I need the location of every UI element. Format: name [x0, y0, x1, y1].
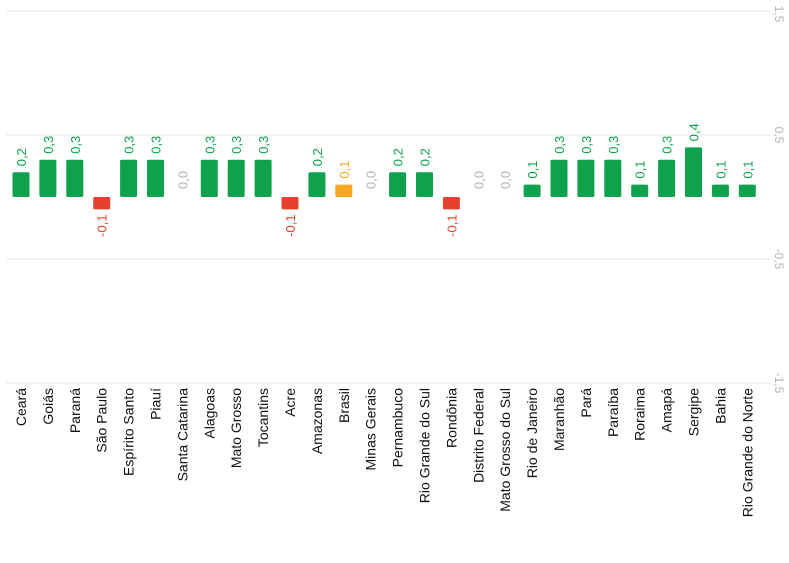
bar: [416, 172, 433, 197]
data-label: 0,3: [256, 136, 271, 154]
bar: [254, 159, 272, 197]
category-label: Rio de Janeiro: [524, 388, 540, 478]
bar: [12, 172, 30, 197]
data-label: -0,1: [95, 214, 110, 236]
bar: [308, 172, 326, 197]
data-label: 0,0: [364, 171, 379, 189]
category-label: Brasil: [336, 388, 352, 423]
data-label: -0,1: [444, 214, 459, 236]
gridlines: [6, 10, 770, 384]
bar: [281, 197, 299, 210]
bar: [93, 197, 111, 210]
data-label: -0,1: [283, 214, 298, 236]
category-label: Amazonas: [309, 388, 325, 454]
bar: [685, 147, 702, 197]
bar: [738, 184, 756, 197]
bar: [604, 159, 622, 197]
data-label: 0,3: [202, 136, 217, 154]
data-label: 0,1: [633, 161, 648, 179]
value-tick-label: 0,5: [772, 127, 786, 144]
category-label: Sergipe: [686, 388, 702, 436]
category-label: Mato Grosso do Sul: [497, 388, 513, 512]
category-label: Goiás: [40, 388, 56, 425]
category-label: Minas Gerais: [363, 388, 379, 470]
value-tick-label: 1,5: [772, 6, 786, 23]
data-label: 0,3: [552, 136, 567, 154]
data-label: 0,1: [337, 161, 352, 179]
category-label: Rondônia: [443, 388, 459, 448]
data-label: 0,3: [579, 136, 594, 154]
category-label: Rio Grande do Norte: [739, 388, 755, 517]
data-label: 0,3: [122, 136, 137, 154]
bar: [523, 184, 541, 197]
data-label: 0,3: [229, 136, 244, 154]
bar: [227, 159, 245, 197]
category-label: Ceará: [13, 388, 29, 426]
data-label: 0,3: [68, 136, 83, 154]
category-label: Espírito Santo: [121, 388, 137, 476]
category-label: Pernambuco: [390, 388, 406, 468]
bars: [12, 147, 756, 210]
category-label: Piauí: [148, 388, 164, 420]
data-label: 0,3: [41, 136, 56, 154]
data-label: 0,1: [713, 161, 728, 179]
data-label: 0,2: [391, 148, 406, 166]
bar: [147, 159, 164, 197]
category-label: São Paulo: [94, 388, 110, 453]
data-label: 0,3: [606, 136, 621, 154]
data-label: 0,2: [14, 148, 29, 166]
value-tick-label: -1,5: [772, 373, 786, 394]
data-label: 0,2: [418, 148, 433, 166]
category-label: Mato Grosso: [228, 388, 244, 468]
category-label: Rio Grande do Sul: [417, 388, 433, 503]
bar: [389, 172, 407, 197]
bar: [442, 197, 460, 210]
category-label: Bahia: [712, 388, 728, 424]
value-axis-ticks: 1,5 0,5 -0,5 -1,5: [772, 6, 786, 394]
category-label: Alagoas: [201, 388, 217, 439]
category-label: Santa Catarina: [174, 388, 190, 482]
value-tick-label: -0,5: [772, 249, 786, 270]
bar: [120, 159, 138, 197]
category-label: Pará: [578, 388, 594, 418]
category-label: Roraima: [632, 388, 648, 441]
bar: [658, 159, 676, 197]
category-label: Amapá: [659, 388, 675, 433]
data-label: 0,0: [471, 171, 486, 189]
bar: [66, 159, 84, 197]
data-label: 0,0: [175, 171, 190, 189]
bar: [711, 184, 729, 197]
data-label: 0,3: [660, 136, 675, 154]
category-labels: Ceará Goiás Paraná São Paulo Espírito Santo P…: [13, 388, 755, 517]
bar: [200, 159, 218, 197]
data-label: 0,2: [310, 148, 325, 166]
data-label: 0,1: [525, 161, 540, 179]
category-label: Maranhão: [551, 388, 567, 451]
category-label: Paraná: [67, 388, 83, 433]
data-label: 0,4: [687, 123, 702, 141]
bar: [631, 184, 649, 197]
data-labels: 0,2 0,3 0,3 -0,1 0,3 0,3 0,0 0,3 0,3 0,3 -0,1 0,2 0,…: [14, 123, 755, 236]
bar: [39, 159, 57, 197]
bar: [550, 159, 568, 197]
data-label: 0,3: [149, 136, 164, 154]
data-label: 0,1: [740, 161, 755, 179]
bar: [577, 159, 595, 197]
category-label: Acre: [282, 388, 298, 417]
category-label: Paraíba: [605, 388, 621, 437]
category-label: Tocantins: [255, 388, 271, 447]
bar: [335, 184, 353, 197]
data-label: 0,0: [498, 171, 513, 189]
category-label: Distrito Federal: [470, 388, 486, 483]
